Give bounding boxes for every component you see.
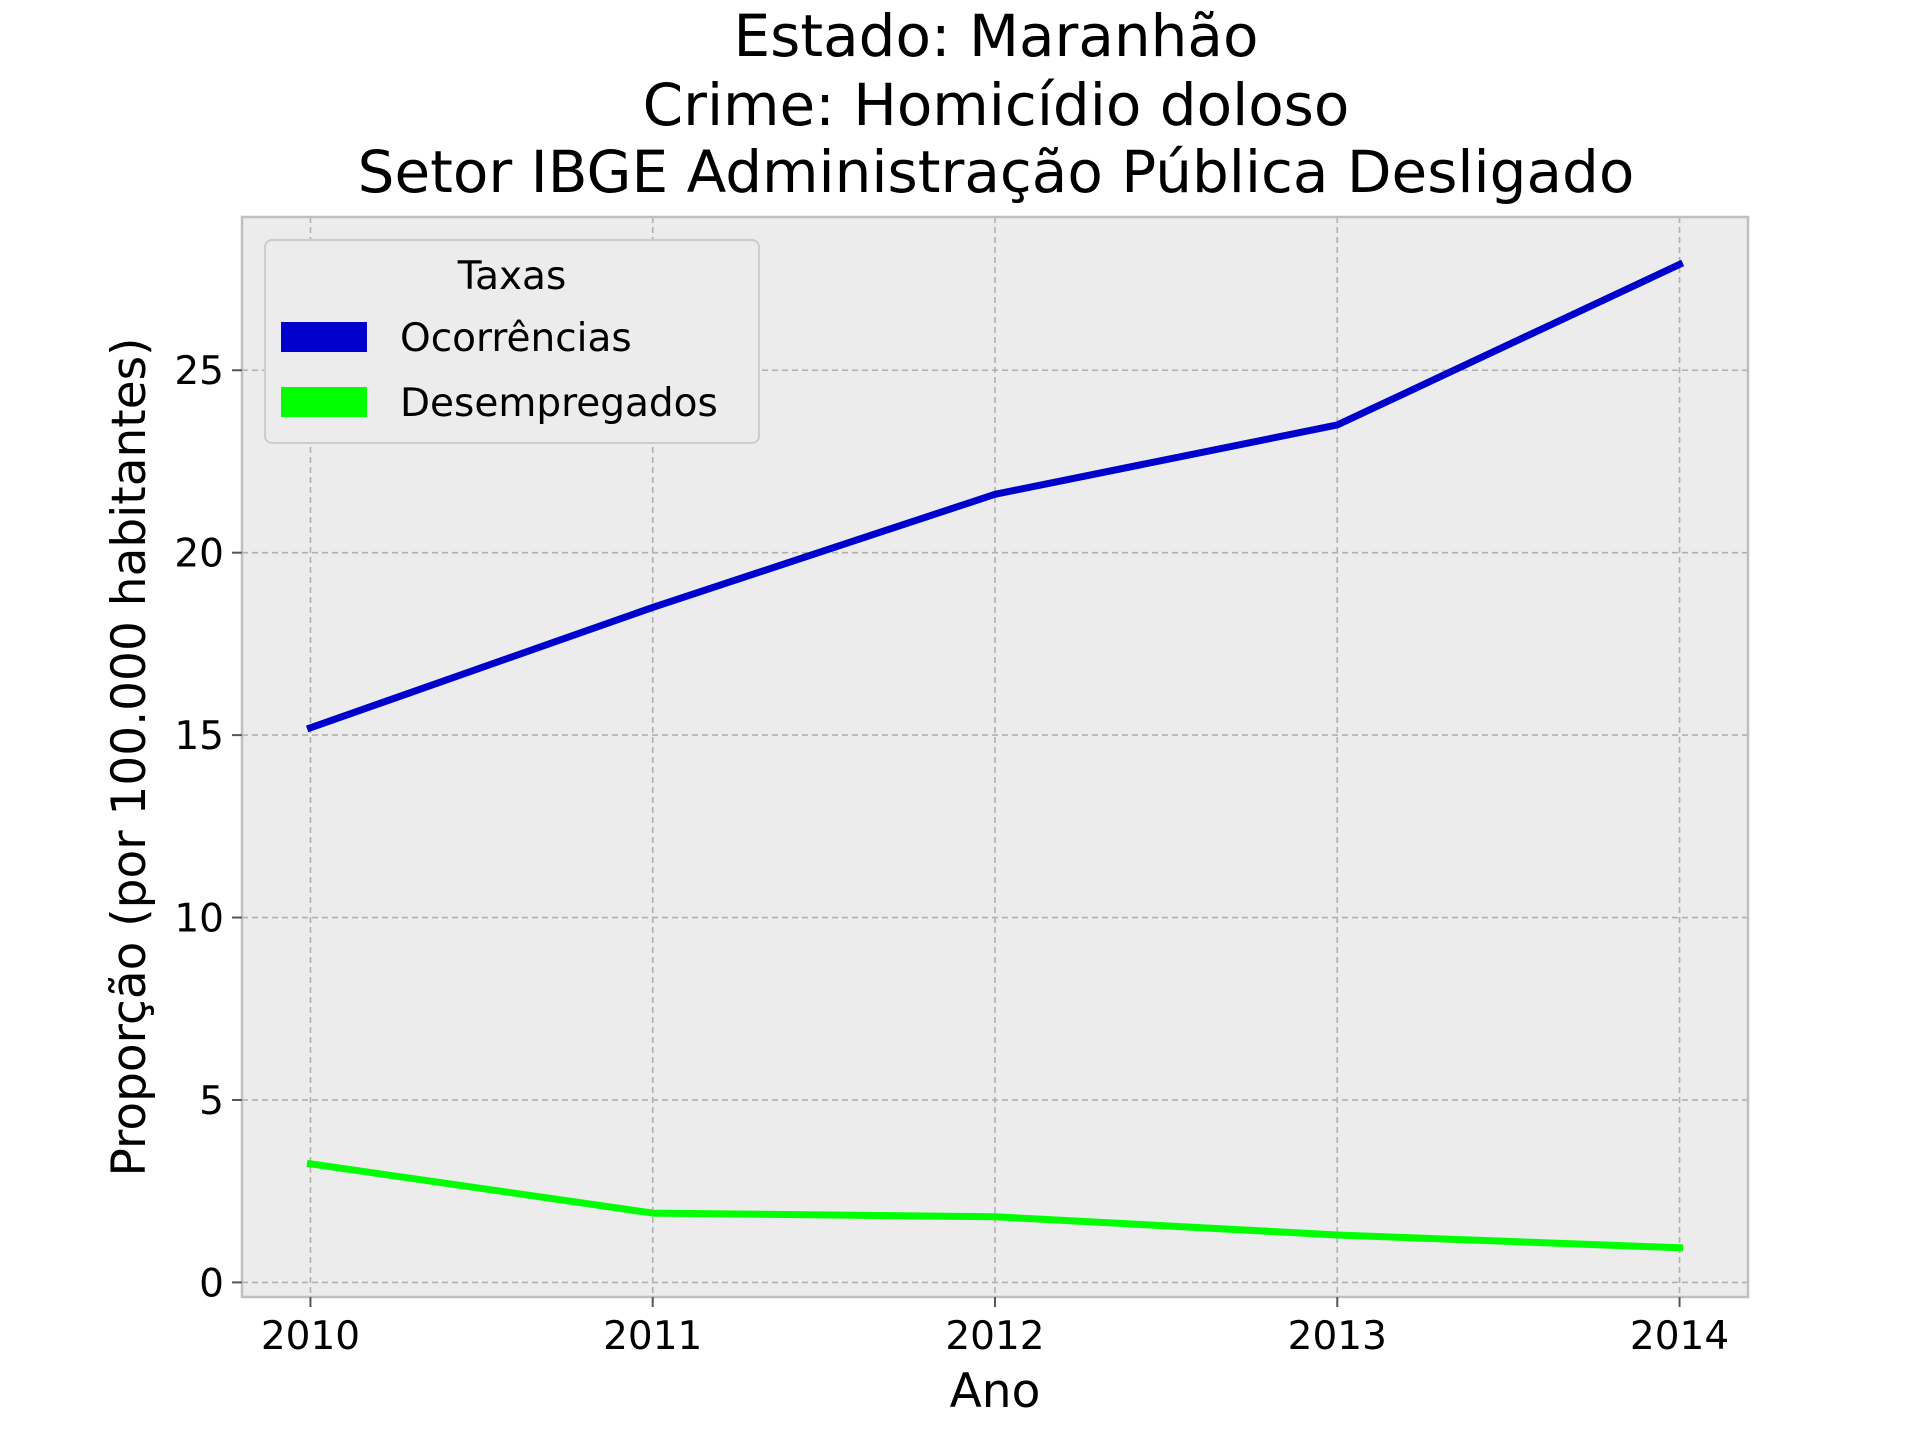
series-line-desempregados bbox=[306, 1159, 1684, 1252]
x-tick-label: 2010 bbox=[261, 1314, 360, 1359]
legend-box bbox=[264, 239, 760, 444]
legend-swatch-desempregados bbox=[281, 387, 367, 417]
x-tick-label: 2011 bbox=[603, 1314, 702, 1359]
x-axis-label: Ano bbox=[950, 1364, 1041, 1419]
y-tick-label: 20 bbox=[174, 532, 224, 577]
axis-ticks: 2010 2011 2012 2013 2014 0 5 10 15 20 25 bbox=[174, 349, 1729, 1359]
title-line-3: Setor IBGE Administração Pública Desliga… bbox=[358, 138, 1635, 206]
chart-title: Estado: Maranhão Crime: Homicídio doloso… bbox=[358, 2, 1635, 206]
legend-label-ocorrencias: Ocorrências bbox=[400, 316, 632, 361]
y-tick-label: 0 bbox=[199, 1261, 224, 1306]
y-tick-label: 5 bbox=[199, 1079, 224, 1124]
series-lines bbox=[305, 259, 1685, 1252]
y-tick-label: 15 bbox=[174, 714, 224, 759]
x-tick-label: 2013 bbox=[1288, 1314, 1387, 1359]
y-tick-label: 25 bbox=[174, 349, 224, 394]
x-tick-label: 2012 bbox=[945, 1314, 1044, 1359]
grid bbox=[242, 217, 1748, 1297]
title-line-1: Estado: Maranhão bbox=[734, 2, 1259, 70]
y-tick-label: 10 bbox=[174, 897, 224, 942]
legend-swatch-ocorrencias bbox=[281, 322, 367, 352]
legend-label-desempregados: Desempregados bbox=[400, 381, 718, 426]
title-line-2: Crime: Homicídio doloso bbox=[643, 71, 1350, 139]
legend: Taxas Ocorrências Desempregados bbox=[264, 239, 760, 444]
y-axis-label: Proporção (por 100.000 habitantes) bbox=[102, 338, 157, 1177]
x-tick-label: 2014 bbox=[1630, 1314, 1729, 1359]
series-line-ocorrencias bbox=[305, 259, 1685, 733]
legend-title: Taxas bbox=[457, 254, 567, 299]
